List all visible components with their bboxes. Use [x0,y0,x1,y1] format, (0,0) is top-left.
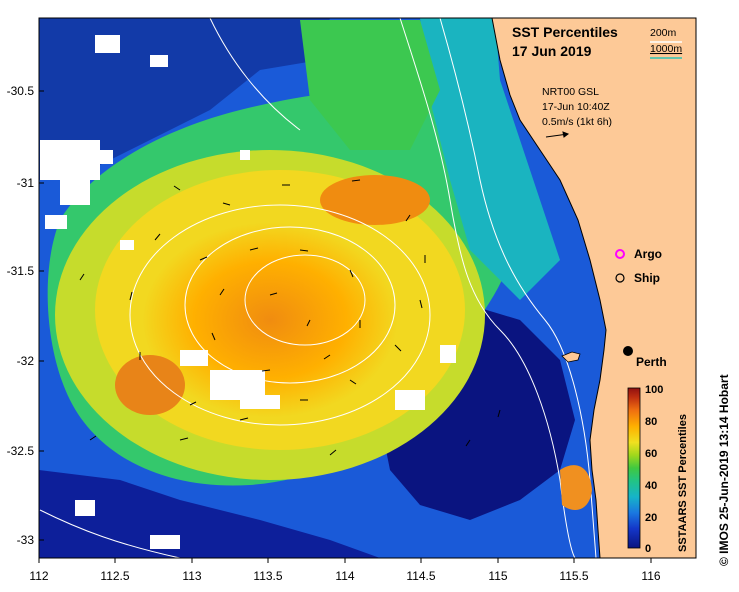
colorbar-tick: 0 [645,543,651,555]
warm-coastal-patch [560,465,592,510]
colorbar-tick: 80 [645,416,657,428]
ship-marker-icon [615,273,625,283]
colorbar-tick: 40 [645,480,657,492]
y-tick-label: -30.5 [7,84,35,98]
cloud-mask [40,35,456,549]
y-tick-label: -33 [17,533,35,547]
ship-label: Ship [634,271,660,285]
perth-marker: Perth [623,346,667,369]
x-tick-label: 113.5 [253,569,282,583]
depth-legend-1000m: 1000m [650,43,682,55]
y-tick-label: -32.5 [7,444,35,458]
x-tick-label: 112.5 [100,569,129,583]
x-tick-label: 115 [488,569,507,583]
current-scale-arrow [545,131,570,138]
map-title: SST Percentiles [512,24,618,40]
y-axis [39,90,44,541]
depth-legend-200m: 200m [650,27,677,39]
warm-spot-west [115,355,185,415]
bathymetry-contours [39,18,597,558]
map-border [38,17,697,559]
city-dot-icon [623,346,633,356]
land-western-australia [491,18,696,558]
current-source: NRT00 GSL [542,86,599,98]
credit-text: © IMOS 25-Jun-2019 13:14 Hobart [717,374,731,566]
y-tick-label: -31 [17,176,35,190]
ship-legend: Ship [615,271,660,285]
argo-label: Argo [634,247,662,261]
argo-marker-icon [615,249,625,259]
current-timestamp: 17-Jun 10:40Z [542,101,610,113]
cold-region-southwest [39,470,380,558]
x-axis [38,558,652,563]
colorbar [627,387,641,549]
cold-region-northwest [39,18,330,180]
x-tick-label: 113 [182,569,201,583]
warm-spot-north [320,175,430,225]
argo-legend: Argo [615,247,662,261]
rottnest-island [561,351,581,363]
x-tick-label: 112 [29,569,48,583]
colorbar-tick: 100 [645,384,663,396]
y-tick-label: -32 [17,354,35,368]
x-tick-label: 114.5 [406,569,435,583]
current-scale-label: 0.5m/s (1kt 6h) [542,116,612,128]
colorbar-tick: 20 [645,512,657,524]
green-north-patch [300,20,440,150]
x-tick-label: 114 [335,569,354,583]
y-tick-label: -31.5 [7,264,35,278]
map-date: 17 Jun 2019 [512,43,592,59]
cyan-shelf-strip [420,18,560,300]
current-vectors [79,179,501,456]
colorbar-title: SSTAARS SST Percentiles [677,414,689,552]
x-tick-label: 116 [641,569,660,583]
x-tick-label: 115.5 [559,569,588,583]
perth-label: Perth [636,355,667,369]
colorbar-tick: 60 [645,448,657,460]
